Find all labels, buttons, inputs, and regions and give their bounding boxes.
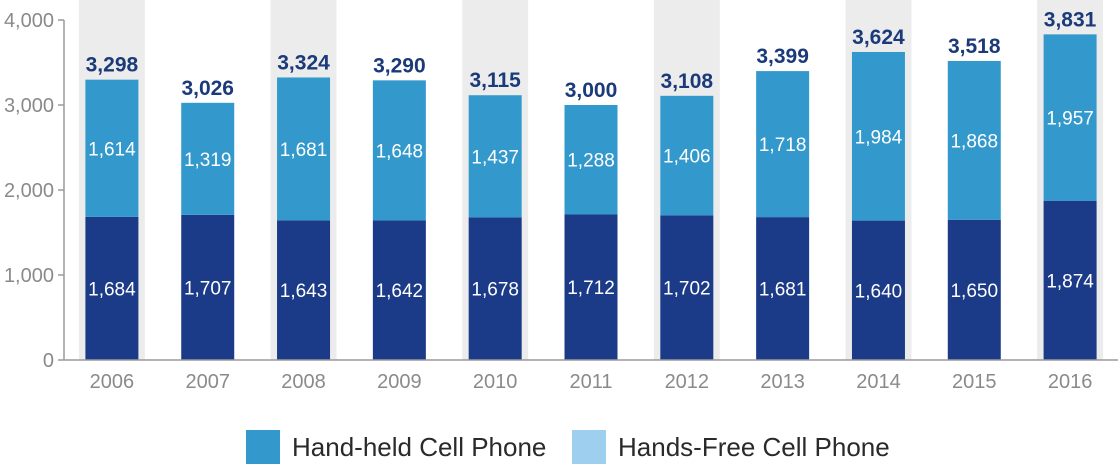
- legend-item-hand-held: Hand-held Cell Phone: [246, 430, 546, 464]
- bar-total-label: 3,399: [756, 45, 809, 68]
- bar-segment-2013-0: [756, 217, 810, 360]
- bar-value-label: 1,984: [855, 127, 903, 148]
- bar-value-label: 1,678: [471, 280, 519, 301]
- x-tick-label: 2013: [760, 371, 805, 393]
- x-tick-label: 2006: [90, 371, 135, 393]
- bar-total-label: 3,624: [852, 26, 905, 49]
- bar-value-label: 1,868: [950, 131, 998, 152]
- bar-value-label: 1,712: [567, 278, 615, 299]
- bar-segment-2016-0: [1043, 200, 1097, 360]
- bar-segment-2015-1: [947, 60, 1001, 220]
- bar-segment-2014-0: [851, 220, 905, 360]
- bar-segment-2011-1: [564, 105, 618, 215]
- bar-value-label: 1,614: [88, 139, 136, 160]
- bar-segment-2012-0: [660, 215, 714, 360]
- bar-segment-2011-0: [564, 214, 618, 360]
- y-tick-label: 0: [43, 350, 54, 372]
- bar-segment-2006-1: [85, 79, 139, 217]
- bar-total-label: 3,026: [181, 77, 234, 100]
- legend: Hand-held Cell Phone Hands-Free Cell Pho…: [0, 420, 1120, 468]
- bar-segment-2009-0: [372, 220, 426, 360]
- bar-total-label: 3,108: [661, 70, 714, 93]
- bar-value-label: 1,640: [855, 281, 903, 302]
- x-tick-label: 2011: [569, 371, 612, 393]
- x-tick-label: 2014: [856, 371, 901, 393]
- bar-total-label: 3,115: [469, 69, 521, 92]
- bar-segment-2010-1: [468, 95, 522, 218]
- bar-value-label: 1,681: [759, 280, 807, 301]
- bar-value-label: 1,684: [88, 279, 136, 300]
- bar-value-label: 1,406: [663, 147, 711, 168]
- x-tick-label: 2016: [1048, 371, 1093, 393]
- x-tick-label: 2010: [473, 371, 518, 393]
- stacked-bar-chart: 0 1,000 2,000 3,000 4,000 1,684 1,614 3,298 2006…: [4, 0, 1118, 393]
- bar-value-label: 1,718: [759, 135, 807, 156]
- bar-value-label: 1,319: [184, 150, 232, 171]
- bar-segment-2006-0: [85, 216, 139, 360]
- bar-segment-2009-1: [372, 80, 426, 221]
- bar-total-label: 3,000: [565, 79, 618, 102]
- x-tick-label: 2015: [952, 371, 997, 393]
- legend-swatch-hand-held: [246, 430, 280, 464]
- bar-segment-2007-0: [181, 214, 235, 360]
- bar-total-label: 3,831: [1044, 8, 1097, 31]
- x-tick-label: 2007: [185, 371, 230, 393]
- legend-label-hands-free: Hands-Free Cell Phone: [618, 431, 890, 462]
- y-tick-label: 4,000: [4, 10, 54, 32]
- legend-swatch-hands-free: [572, 430, 606, 464]
- x-tick-label: 2009: [377, 371, 422, 393]
- bar-segment-2008-1: [277, 77, 331, 221]
- bar-segment-2015-0: [947, 219, 1001, 360]
- bar-value-label: 1,681: [280, 140, 328, 161]
- bar-segment-2013-1: [756, 71, 810, 218]
- x-tick-label: 2012: [665, 371, 710, 393]
- bar-segment-2014-1: [851, 51, 905, 221]
- y-tick-label: 2,000: [4, 180, 54, 202]
- bar-total-label: 3,518: [948, 35, 1001, 58]
- bar-value-label: 1,288: [567, 151, 615, 172]
- bar-value-label: 1,957: [1046, 109, 1094, 130]
- bar-segment-2008-0: [277, 220, 331, 360]
- bar-value-label: 1,650: [950, 281, 998, 302]
- bar-total-label: 3,290: [373, 54, 426, 77]
- bar-segment-2012-1: [660, 95, 714, 216]
- bar-value-label: 1,702: [663, 279, 711, 300]
- bar-total-label: 3,324: [277, 51, 330, 74]
- legend-label-hand-held: Hand-held Cell Phone: [292, 431, 547, 462]
- y-tick-label: 3,000: [4, 95, 54, 117]
- bar-segment-2007-1: [181, 102, 235, 215]
- bar-segment-2010-0: [468, 217, 522, 360]
- bar-value-label: 1,642: [376, 281, 424, 302]
- bar-value-label: 1,707: [184, 278, 232, 299]
- bar-value-label: 1,437: [471, 147, 519, 168]
- bar-segment-2016-1: [1043, 34, 1097, 201]
- bar-value-label: 1,643: [280, 281, 328, 302]
- x-tick-label: 2008: [281, 371, 326, 393]
- bar-value-label: 1,648: [376, 141, 424, 162]
- bar-value-label: 1,874: [1046, 271, 1094, 292]
- bar-total-label: 3,298: [86, 54, 139, 77]
- legend-item-hands-free: Hands-Free Cell Phone: [572, 430, 890, 464]
- y-tick-label: 1,000: [4, 265, 54, 287]
